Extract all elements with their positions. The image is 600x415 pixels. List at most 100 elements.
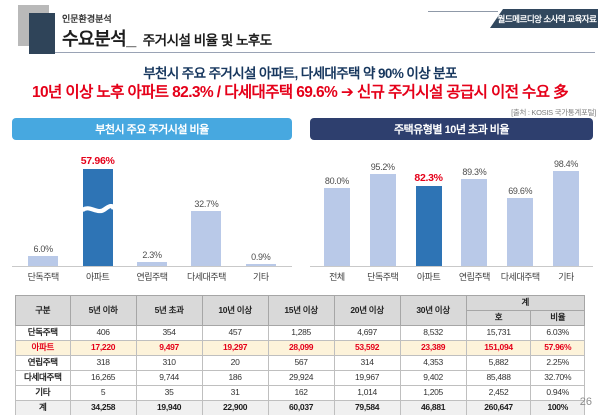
table-row-단독주택: 단독주택 406 354 457 1,285 4,697 8,532 15,731 6.03%: [15, 325, 585, 341]
bar-단독주택: [28, 256, 59, 266]
col-header-20년 이상: 20년 이상: [333, 295, 401, 326]
chart-aging-ratio-categories: 전체 단독주택 아파트 연립주택 다세대주택 기타: [310, 270, 593, 283]
table-cell: 310: [135, 355, 203, 371]
table-cell: 457: [201, 325, 269, 341]
col-header-5년 초과: 5년 초과: [135, 295, 203, 326]
category-label-다세대주택: 다세대주택: [186, 272, 226, 282]
col-subheader-비율: 비율: [530, 310, 585, 326]
row-label: 단독주택: [15, 325, 71, 341]
table-cell: 19,940: [135, 400, 203, 415]
title-square: [29, 13, 55, 54]
chart-housing-ratio-title: 부천시 주요 주거시설 비율: [12, 118, 292, 140]
table-cell: 260,647: [465, 400, 532, 415]
row-label: 기타: [15, 385, 71, 401]
category-label-연립주택: 연립주택: [458, 272, 491, 282]
category-label-전체: 전체: [329, 272, 345, 282]
bar-연립주택: [137, 262, 168, 266]
headline-distribution: 부천시 주요 주거시설 아파트, 다세대주택 약 90% 이상 분포: [143, 66, 457, 81]
table-cell: 314: [333, 355, 401, 371]
section-eyebrow: 인문환경분석: [62, 14, 112, 24]
page-number: 26: [579, 396, 592, 408]
table-cell: 2,452: [465, 385, 532, 401]
page-title-main: 수요분석_: [62, 29, 136, 49]
col-header-group-total: 계: [465, 295, 586, 311]
bar-다세대주택: [507, 198, 534, 266]
col-header-구분: 구분: [15, 295, 71, 326]
bar-slot-전체: 80.0%: [314, 176, 360, 266]
bar-slot-연립주택: 89.3%: [451, 167, 497, 266]
axis-break-wave-icon: [81, 203, 114, 214]
table-cell: 318: [69, 355, 137, 371]
bar-value-label: 57.96%: [80, 155, 115, 167]
chart-housing-ratio-categories: 단독주택 아파트 연립주택 다세대주택 기타: [12, 270, 292, 283]
category-label-기타: 기타: [253, 272, 269, 282]
table-row-기타: 기타 5 35 31 162 1,014 1,205 2,452 0.94%: [15, 385, 585, 401]
bar-value-label: 95.2%: [370, 162, 395, 172]
table-cell: 406: [69, 325, 137, 341]
bar-아파트: [81, 169, 114, 266]
category-label-아파트: 아파트: [85, 272, 110, 282]
table-cell: 28,099: [267, 340, 335, 356]
chart-housing-ratio: 부천시 주요 주거시설 비율 6.0% 57.96% 2.3% 32.7% 0.9% 단…: [12, 118, 292, 283]
header-underline: [55, 52, 595, 53]
category-label-아파트: 아파트: [416, 272, 441, 282]
bar-slot-아파트: 82.3%: [406, 172, 452, 266]
bar-value-label: 6.0%: [33, 244, 54, 254]
badge-connector-line: [428, 11, 498, 12]
bar-slot-기타: 98.4%: [543, 159, 589, 266]
category-label-단독주택: 단독주택: [367, 272, 399, 282]
table-cell: 5,882: [465, 355, 532, 371]
bar-value-label: 0.9%: [251, 252, 271, 262]
chart-aging-ratio-title: 주택유형별 10년 초과 비율: [310, 118, 593, 140]
col-header-30년 이상: 30년 이상: [399, 295, 467, 326]
table-row-계: 계 34,258 19,940 22,900 60,037 79,584 46,881 260…: [15, 400, 585, 415]
col-header-10년 이상: 10년 이상: [201, 295, 269, 326]
headline-aging-red: 10년 이상 노후 아파트 82.3% / 다세대주택 69.6% ➔ 신규 주…: [32, 84, 569, 101]
col-header-15년 이상: 15년 이상: [267, 295, 335, 326]
table-cell: 5: [69, 385, 137, 401]
col-subheader-호: 호: [465, 310, 532, 326]
table-cell: 1,014: [333, 385, 401, 401]
bar-기타: [245, 264, 276, 266]
table-cell: 4,353: [399, 355, 467, 371]
page-title: 수요분석_ 주거시설 비율 및 노후도: [62, 25, 272, 51]
bar-slot-단독주택: 95.2%: [360, 162, 406, 266]
table-cell: 19,297: [201, 340, 269, 356]
table-cell: 186: [201, 370, 269, 386]
bar-value-label: 32.7%: [194, 199, 219, 209]
category-label-기타: 기타: [558, 272, 574, 282]
table-cell: 9,497: [135, 340, 203, 356]
bar-slot-연립주택: 2.3%: [125, 250, 179, 266]
table-header: 구분 5년 이하 5년 초과 10년 이상 15년 이상 20년 이상 30년 이상 계 호 비율: [15, 295, 586, 326]
table-cell: 31: [201, 385, 269, 401]
table-cell: 34,258: [69, 400, 137, 415]
table-cell: 151,094: [465, 340, 532, 356]
housing-age-table-wrap: 구분 5년 이하 5년 초과 10년 이상 15년 이상 20년 이상 30년 이상 계 호 비율…: [15, 295, 586, 415]
chart-aging-ratio: 주택유형별 10년 초과 비율 80.0% 95.2% 82.3% 89.3% 69.6…: [310, 118, 593, 283]
table-cell: 15,731: [465, 325, 532, 341]
bar-value-label: 69.6%: [508, 186, 533, 196]
table-cell: 17,220: [69, 340, 137, 356]
bar-단독주택: [369, 174, 396, 266]
table-cell: 20: [201, 355, 269, 371]
table-cell: 79,584: [333, 400, 401, 415]
bar-연립주택: [461, 179, 488, 266]
bar-slot-단독주택: 6.0%: [16, 244, 70, 266]
charts-row: 부천시 주요 주거시설 비율 6.0% 57.96% 2.3% 32.7% 0.9% 단…: [0, 118, 600, 283]
col-header-5년 이하: 5년 이하: [69, 295, 137, 326]
bar-기타: [553, 171, 580, 266]
table-cell: 100%: [530, 400, 585, 415]
data-source-label: [출처 : KOSIS 국가통계포털]: [511, 108, 596, 117]
table-row-아파트: 아파트 17,220 9,497 19,297 28,099 53,592 23,389 15…: [15, 340, 585, 356]
table-cell: 354: [135, 325, 203, 341]
table-cell: 23,389: [399, 340, 467, 356]
table-cell: 46,881: [399, 400, 467, 415]
bar-slot-아파트: 57.96%: [70, 155, 124, 266]
table-cell: 6.03%: [530, 325, 585, 341]
bar-value-label: 82.3%: [414, 172, 443, 184]
chart-housing-ratio-plot: 6.0% 57.96% 2.3% 32.7% 0.9%: [12, 142, 292, 267]
category-label-단독주택: 단독주택: [27, 272, 60, 282]
table-cell: 19,967: [333, 370, 401, 386]
row-label: 연립주택: [15, 355, 71, 371]
